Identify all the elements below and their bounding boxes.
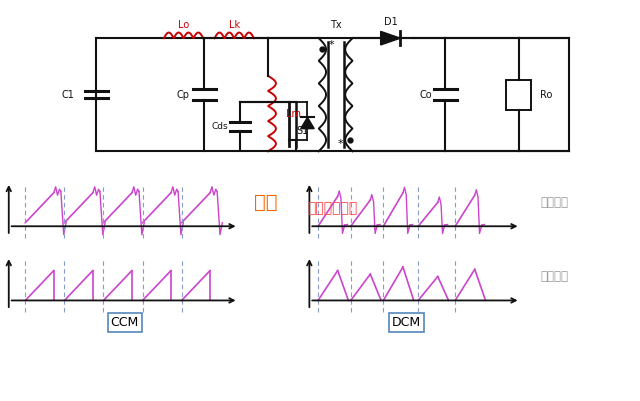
Text: 理想波形: 理想波形 — [541, 270, 569, 283]
Polygon shape — [301, 117, 314, 129]
Text: 电流: 电流 — [254, 193, 277, 212]
Text: Lm: Lm — [286, 109, 301, 119]
Polygon shape — [381, 31, 401, 45]
Text: Tx: Tx — [330, 20, 341, 30]
Text: CCM: CCM — [111, 316, 139, 329]
Text: S1: S1 — [296, 126, 308, 136]
Text: Lo: Lo — [178, 20, 189, 30]
Text: DCM: DCM — [392, 316, 421, 329]
Text: Lk: Lk — [228, 20, 240, 30]
Text: *: * — [337, 140, 343, 150]
Text: Co: Co — [419, 90, 432, 100]
Text: Cds: Cds — [212, 122, 228, 131]
Text: *: * — [328, 40, 334, 50]
Text: Cp: Cp — [177, 90, 189, 100]
Text: 实际电路模型: 实际电路模型 — [308, 201, 358, 215]
FancyBboxPatch shape — [506, 80, 531, 110]
Text: Ro: Ro — [540, 90, 552, 100]
Text: 实际波形: 实际波形 — [541, 196, 569, 209]
Text: D1: D1 — [383, 17, 397, 27]
Text: C1: C1 — [61, 90, 74, 100]
